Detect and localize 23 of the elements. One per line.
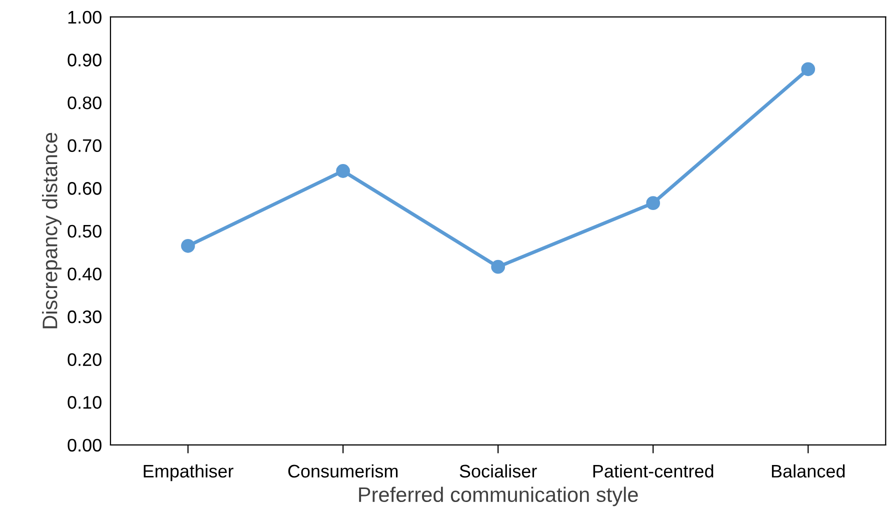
point [801,62,816,76]
y-tick-label: 0.40 [68,268,102,280]
point [646,196,660,210]
x-tick-label: Consumerism [288,464,398,478]
y-tick-label: 0.80 [68,96,102,110]
y-tick-label: 0.60 [68,182,102,195]
x-axis-title: Preferred communication style [359,486,638,506]
point [491,260,506,274]
y-tick-label: 0.00 [68,438,102,452]
y-tick-label: 0.50 [68,224,102,238]
point [336,164,350,178]
point [181,238,195,253]
y-tick-label: 0.10 [68,396,102,409]
x-tick-label: Socialiser [460,464,537,478]
y-tick-label: 1.00 [68,10,102,24]
x-tick-label: Balanced [772,464,845,478]
x-tick-label: Empathiser [144,464,234,482]
y-tick-label: 0.90 [68,54,102,66]
y-tick-label: 0.30 [68,310,102,324]
x-tick-label: Patient-centred [593,464,714,478]
y-axis-title: Discrepancy distance [42,132,62,328]
y-tick-label: 0.20 [68,353,102,366]
y-tick-label: 0.70 [68,139,102,152]
